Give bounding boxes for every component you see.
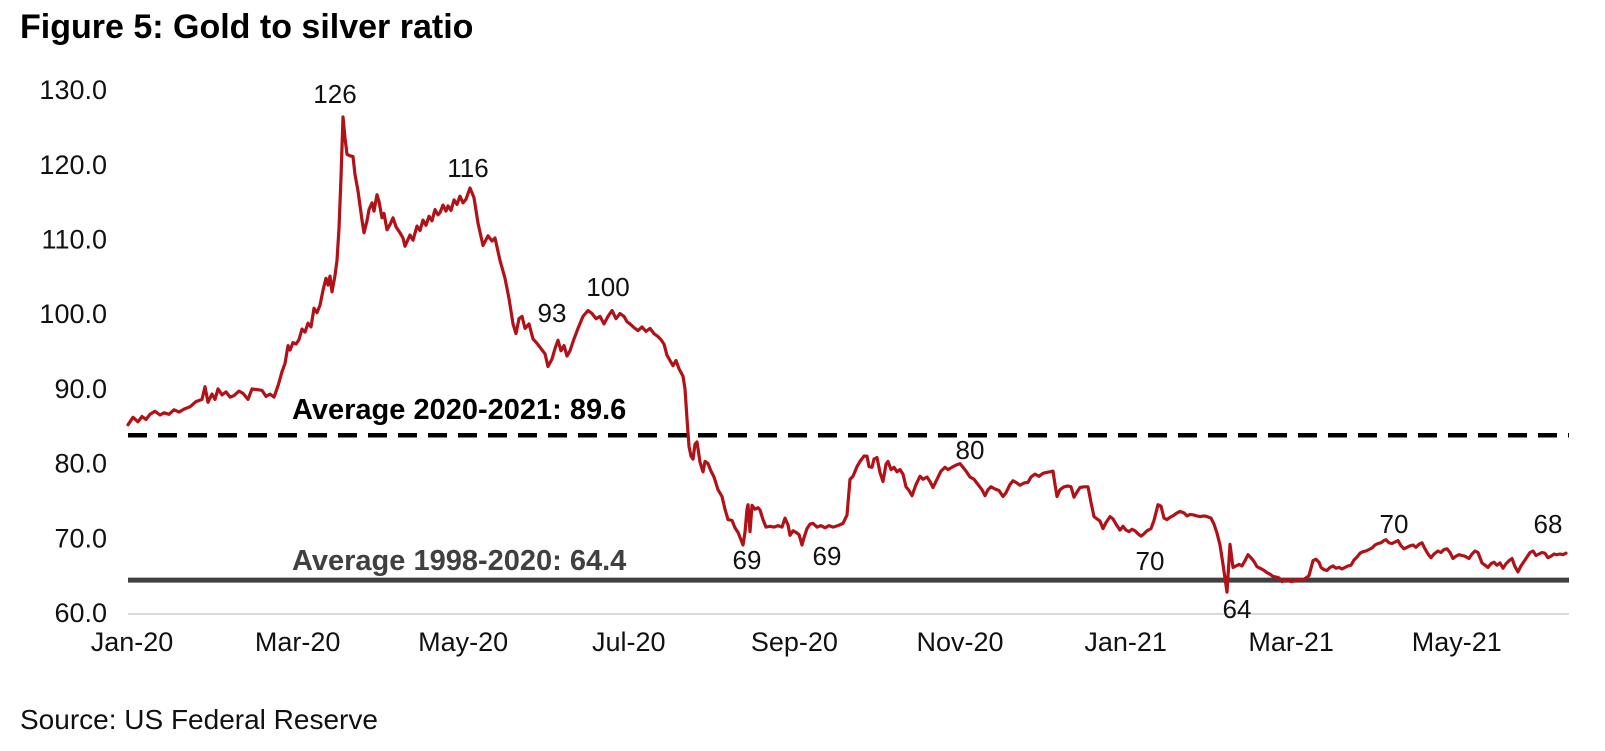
y-axis-tick-label: 110.0 bbox=[41, 225, 107, 255]
y-axis-tick-label: 90.0 bbox=[54, 374, 107, 404]
data-point-label: 93 bbox=[538, 298, 567, 328]
data-point-label: 69 bbox=[813, 541, 842, 571]
y-axis-tick-label: 130.0 bbox=[39, 75, 107, 105]
data-point-label: 68 bbox=[1534, 509, 1563, 539]
gold-silver-ratio-series bbox=[126, 115, 1568, 594]
y-axis-tick-label: 100.0 bbox=[39, 299, 107, 329]
x-axis-tick-label: May-20 bbox=[418, 627, 508, 657]
data-point-label: 126 bbox=[313, 79, 356, 109]
x-axis-tick-label: May-21 bbox=[1412, 627, 1502, 657]
x-axis-tick-label: Sep-20 bbox=[751, 627, 838, 657]
data-point-label: 100 bbox=[586, 272, 629, 302]
data-point-label: 64 bbox=[1223, 594, 1252, 624]
x-axis-tick-label: Nov-20 bbox=[916, 627, 1003, 657]
y-axis-tick-label: 70.0 bbox=[54, 523, 107, 553]
gold-silver-ratio-line-chart: 130.0120.0110.0100.090.080.070.060.0Jan-… bbox=[39, 75, 1569, 657]
y-axis-tick-label: 80.0 bbox=[54, 449, 107, 479]
x-axis-tick-label: Mar-21 bbox=[1248, 627, 1334, 657]
x-axis-tick-label: Jan-21 bbox=[1084, 627, 1167, 657]
average-2020-2021-label: Average 2020-2021: 89.6 bbox=[292, 394, 626, 426]
x-axis-tick-label: Mar-20 bbox=[255, 627, 341, 657]
data-point-label: 116 bbox=[447, 153, 488, 183]
data-point-label: 70 bbox=[1136, 546, 1165, 576]
x-axis-tick-label: Jul-20 bbox=[592, 627, 666, 657]
data-point-label: 70 bbox=[1380, 509, 1409, 539]
y-axis-tick-label: 120.0 bbox=[39, 150, 107, 180]
source-note: Source: US Federal Reserve bbox=[20, 704, 378, 735]
y-axis-tick-label: 60.0 bbox=[54, 598, 107, 628]
data-point-label: 80 bbox=[956, 435, 985, 465]
average-1998-2020-label: Average 1998-2020: 64.4 bbox=[292, 545, 626, 577]
figure-title: Figure 5: Gold to silver ratio bbox=[20, 8, 474, 46]
data-point-label: 69 bbox=[733, 545, 762, 575]
x-axis-tick-label: Jan-20 bbox=[91, 627, 174, 657]
